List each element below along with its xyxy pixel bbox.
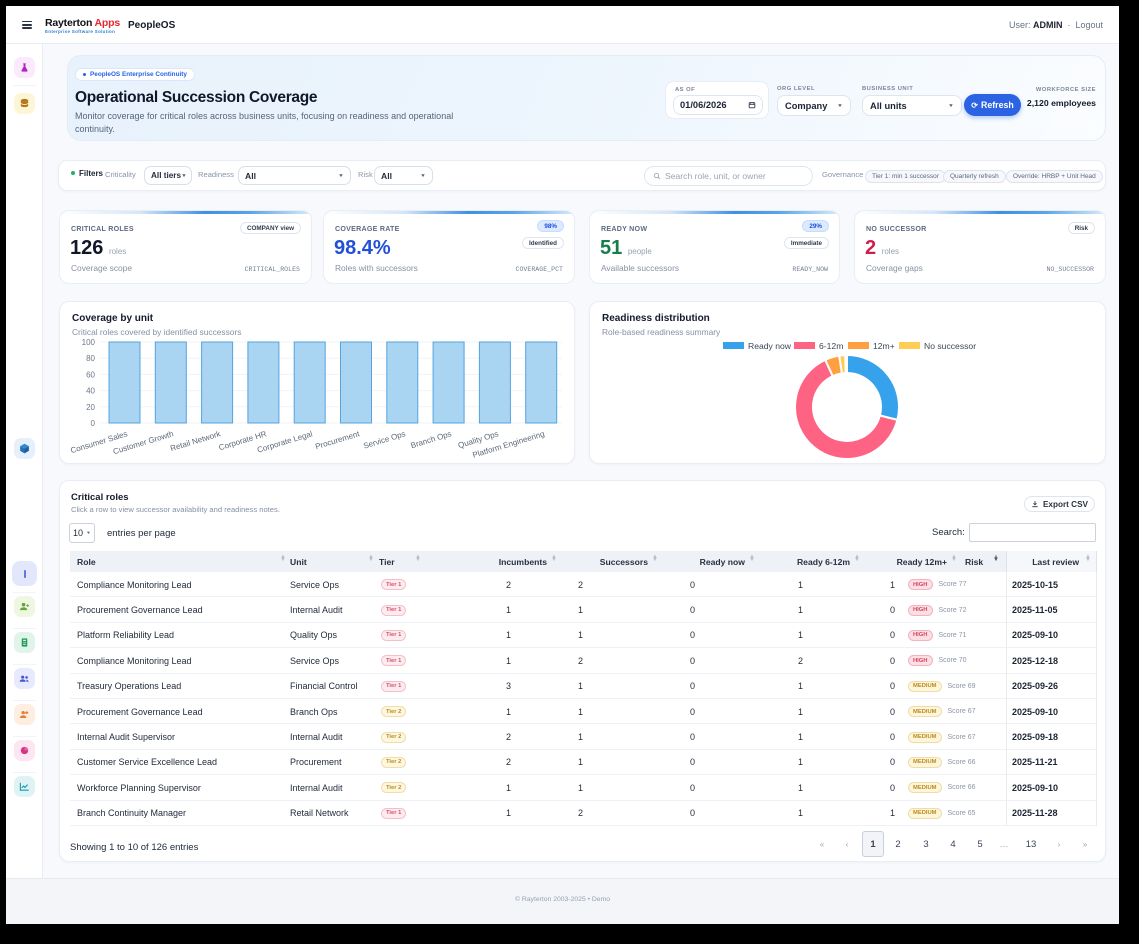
svg-text:0: 0: [91, 419, 96, 428]
svg-text:Procurement: Procurement: [314, 429, 361, 451]
svg-text:6-12m: 6-12m: [819, 341, 843, 351]
svg-text:12m+: 12m+: [873, 341, 895, 351]
svg-text:20: 20: [86, 403, 95, 412]
svg-text:100: 100: [82, 338, 96, 347]
svg-text:80: 80: [86, 354, 95, 363]
svg-text:Service Ops: Service Ops: [362, 429, 406, 450]
svg-text:60: 60: [86, 370, 95, 379]
svg-text:Ready now: Ready now: [748, 341, 792, 351]
svg-text:No successor: No successor: [924, 341, 976, 351]
svg-text:Retail Network: Retail Network: [169, 429, 222, 453]
svg-text:40: 40: [86, 387, 95, 396]
svg-text:Branch Ops: Branch Ops: [410, 429, 453, 450]
